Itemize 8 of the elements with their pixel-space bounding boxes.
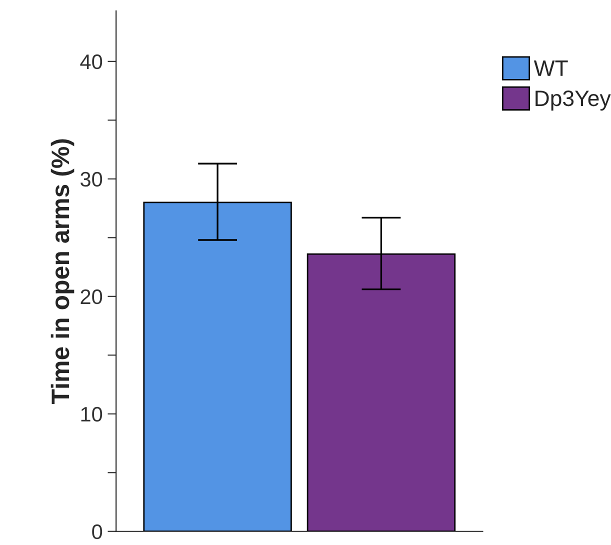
y-tick-label: 0 <box>92 524 102 540</box>
legend-label: Dp3Yey <box>536 90 611 111</box>
y-tick-label: 20 <box>80 289 102 304</box>
y-tick-label: 10 <box>81 406 102 422</box>
y-tick-label: 30 <box>80 172 102 187</box>
legend-label: WT <box>534 60 568 76</box>
y-tick-label: 40 <box>80 54 102 70</box>
y-axis-title: Time in open arms (%) <box>50 139 74 404</box>
